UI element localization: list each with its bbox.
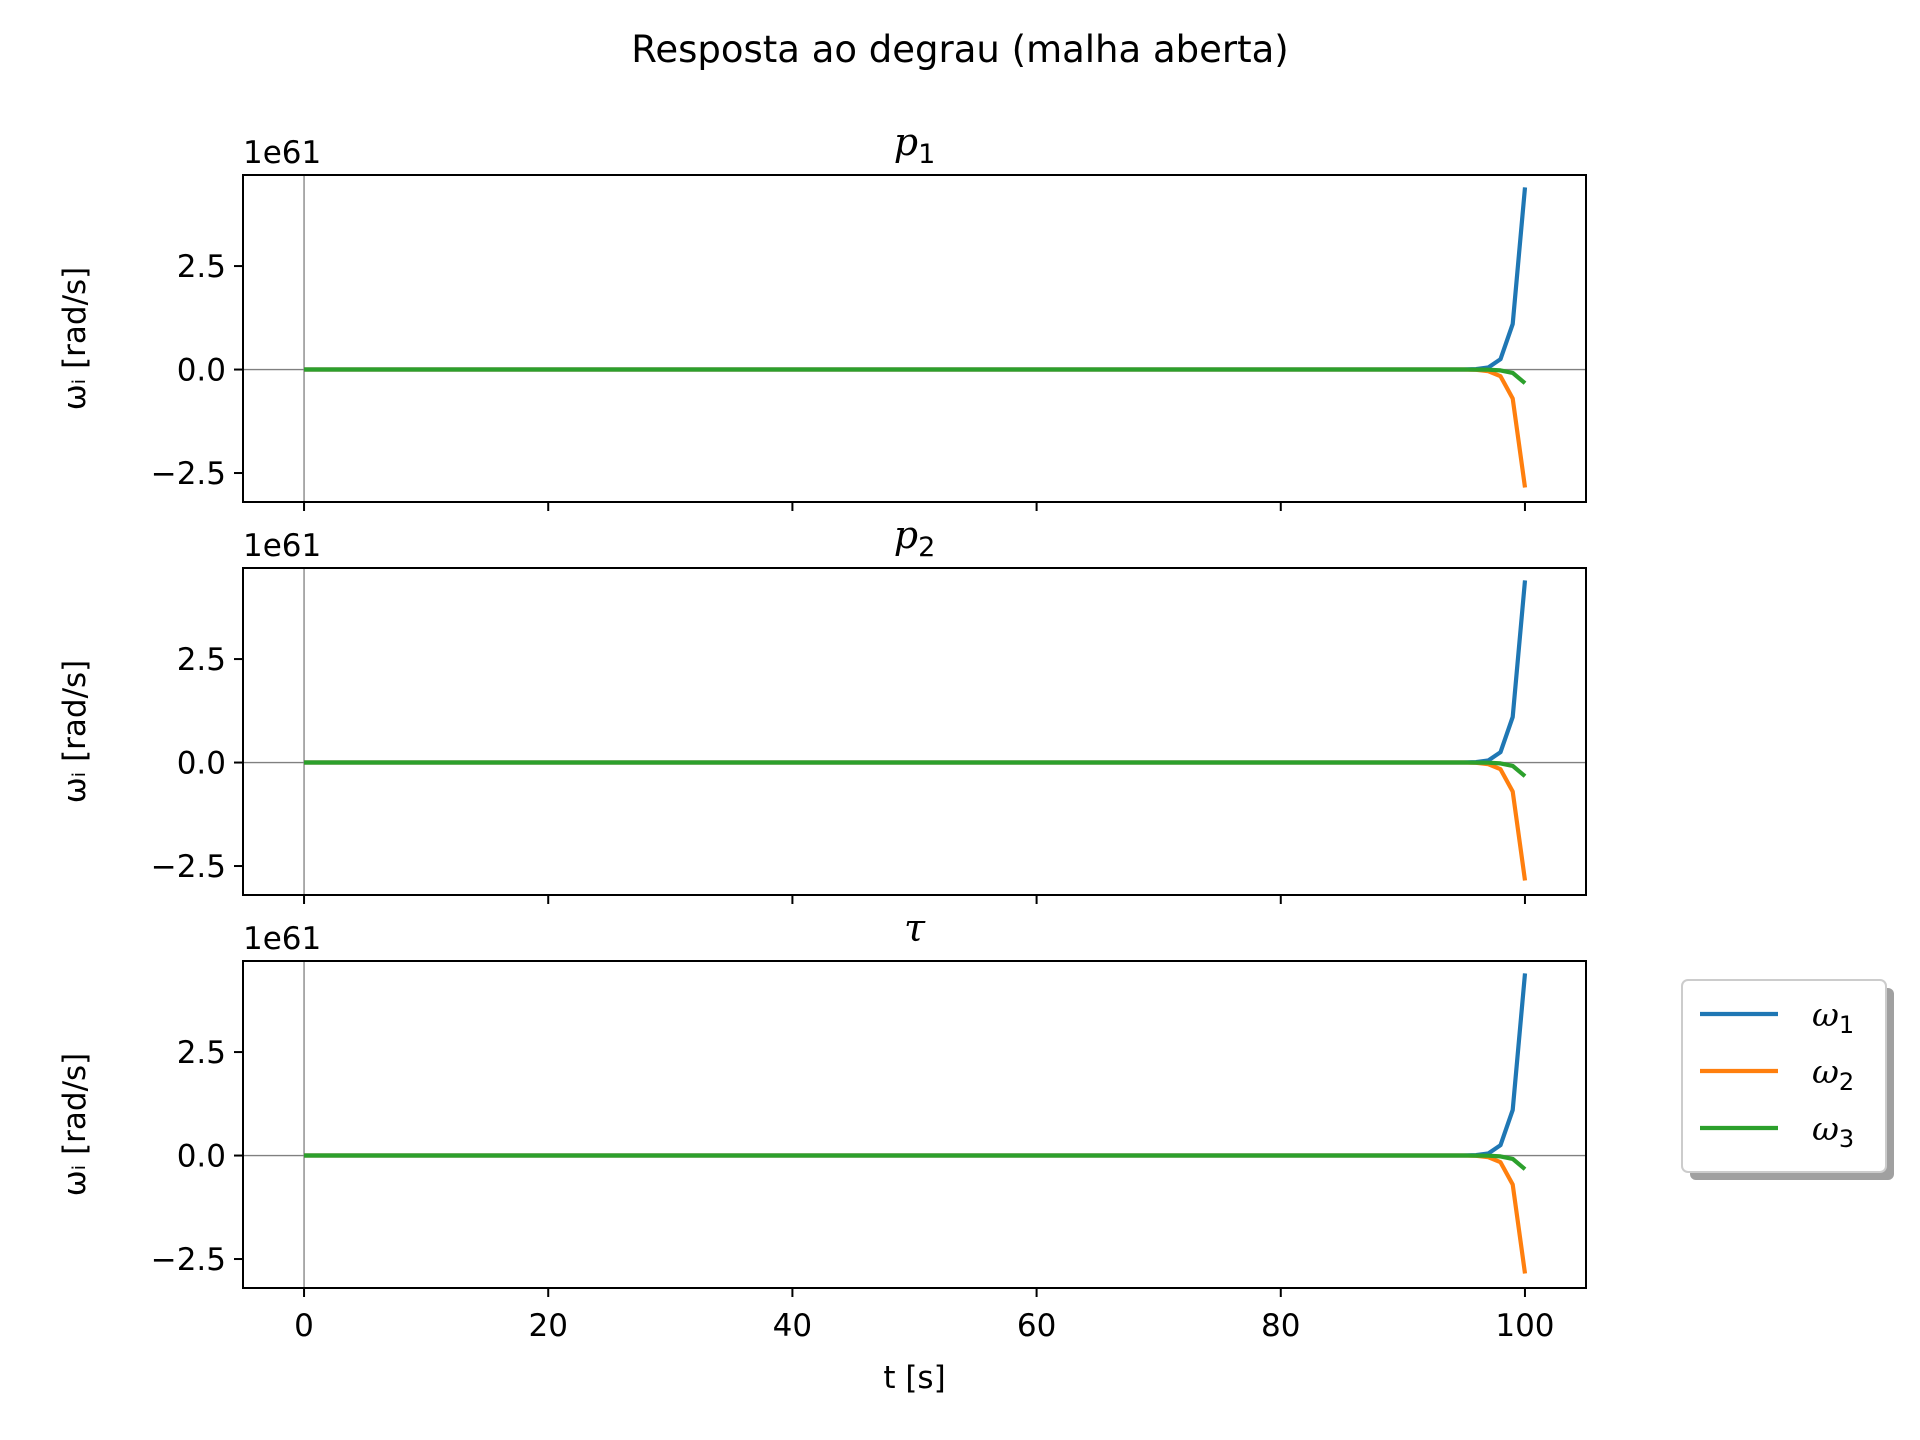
y-tick-label: 2.5 bbox=[177, 1035, 226, 1071]
subplot-title: p1 bbox=[894, 120, 936, 170]
x-tick-label: 20 bbox=[529, 1308, 568, 1344]
legend-box bbox=[1681, 979, 1887, 1173]
y-tick-label: 0.0 bbox=[177, 1139, 226, 1175]
axes-frame bbox=[242, 960, 1587, 1289]
subplot-title: τ bbox=[904, 906, 926, 950]
subplot-title-subscript: 2 bbox=[918, 532, 935, 563]
series-line-omega2 bbox=[304, 367, 1528, 488]
series-line-omega3 bbox=[304, 760, 1527, 778]
axes-frame bbox=[242, 174, 1587, 503]
x-tick-label: 80 bbox=[1261, 1308, 1300, 1344]
subplot-title-main: p bbox=[894, 120, 918, 164]
series-line-omega1 bbox=[304, 580, 1528, 765]
y-tick-label: −2.5 bbox=[151, 849, 226, 885]
legend-label-subscript: 1 bbox=[1839, 1011, 1854, 1039]
y-tick-label: −2.5 bbox=[151, 1242, 226, 1278]
x-tick-label: 100 bbox=[1495, 1308, 1554, 1344]
y-tick-label: 0.0 bbox=[177, 353, 226, 389]
legend-label-main: ω bbox=[1812, 1052, 1839, 1091]
y-tick-label: −2.5 bbox=[151, 456, 226, 492]
series-line-omega3 bbox=[304, 367, 1527, 385]
y-tick-label: 2.5 bbox=[177, 249, 226, 285]
series-line-omega2 bbox=[304, 1153, 1528, 1274]
legend-label-subscript: 3 bbox=[1839, 1125, 1854, 1153]
subplot-3: 0 20 40 60 80 100 −2.5 0.0 2.5 1e61 τ ωᵢ [rad/s] t [… bbox=[57, 906, 1587, 1396]
subplot-title: p2 bbox=[894, 513, 936, 563]
offset-text: 1e61 bbox=[243, 528, 321, 564]
legend-label-main: ω bbox=[1812, 1109, 1839, 1148]
series-line-omega1 bbox=[304, 187, 1528, 372]
legend-label-main: ω bbox=[1812, 995, 1839, 1034]
subplot-1: −2.5 0.0 2.5 1e61 p1 ωᵢ [rad/s] bbox=[57, 120, 1587, 511]
subplot-title-main: p bbox=[894, 513, 918, 557]
x-tick-label: 40 bbox=[773, 1308, 812, 1344]
series-line-omega1 bbox=[304, 973, 1528, 1158]
legend-label-subscript: 2 bbox=[1839, 1068, 1854, 1096]
offset-text: 1e61 bbox=[243, 921, 321, 957]
subplot-title-main: τ bbox=[904, 906, 926, 950]
y-tick-label: 0.0 bbox=[177, 746, 226, 782]
y-axis-label: ωᵢ [rad/s] bbox=[57, 660, 93, 804]
legend-label-omega3: ω3 bbox=[1812, 1109, 1854, 1153]
series-line-omega2 bbox=[304, 760, 1528, 881]
y-tick-label: 2.5 bbox=[177, 642, 226, 678]
x-tick-label: 60 bbox=[1017, 1308, 1056, 1344]
x-tick-label: 0 bbox=[294, 1308, 314, 1344]
subplot-title-subscript: 1 bbox=[918, 139, 935, 170]
series-line-omega3 bbox=[304, 1153, 1527, 1171]
legend-label-omega2: ω2 bbox=[1812, 1052, 1854, 1096]
figure-title: Resposta ao degrau (malha aberta) bbox=[631, 28, 1288, 71]
subplot-2: −2.5 0.0 2.5 1e61 p2 ωᵢ [rad/s] bbox=[57, 513, 1587, 904]
x-axis-label: t [s] bbox=[883, 1360, 945, 1396]
y-axis-label: ωᵢ [rad/s] bbox=[57, 267, 93, 411]
y-axis-label: ωᵢ [rad/s] bbox=[57, 1053, 93, 1197]
axes-frame bbox=[242, 567, 1587, 896]
legend-label-omega1: ω1 bbox=[1812, 995, 1854, 1039]
offset-text: 1e61 bbox=[243, 135, 321, 171]
